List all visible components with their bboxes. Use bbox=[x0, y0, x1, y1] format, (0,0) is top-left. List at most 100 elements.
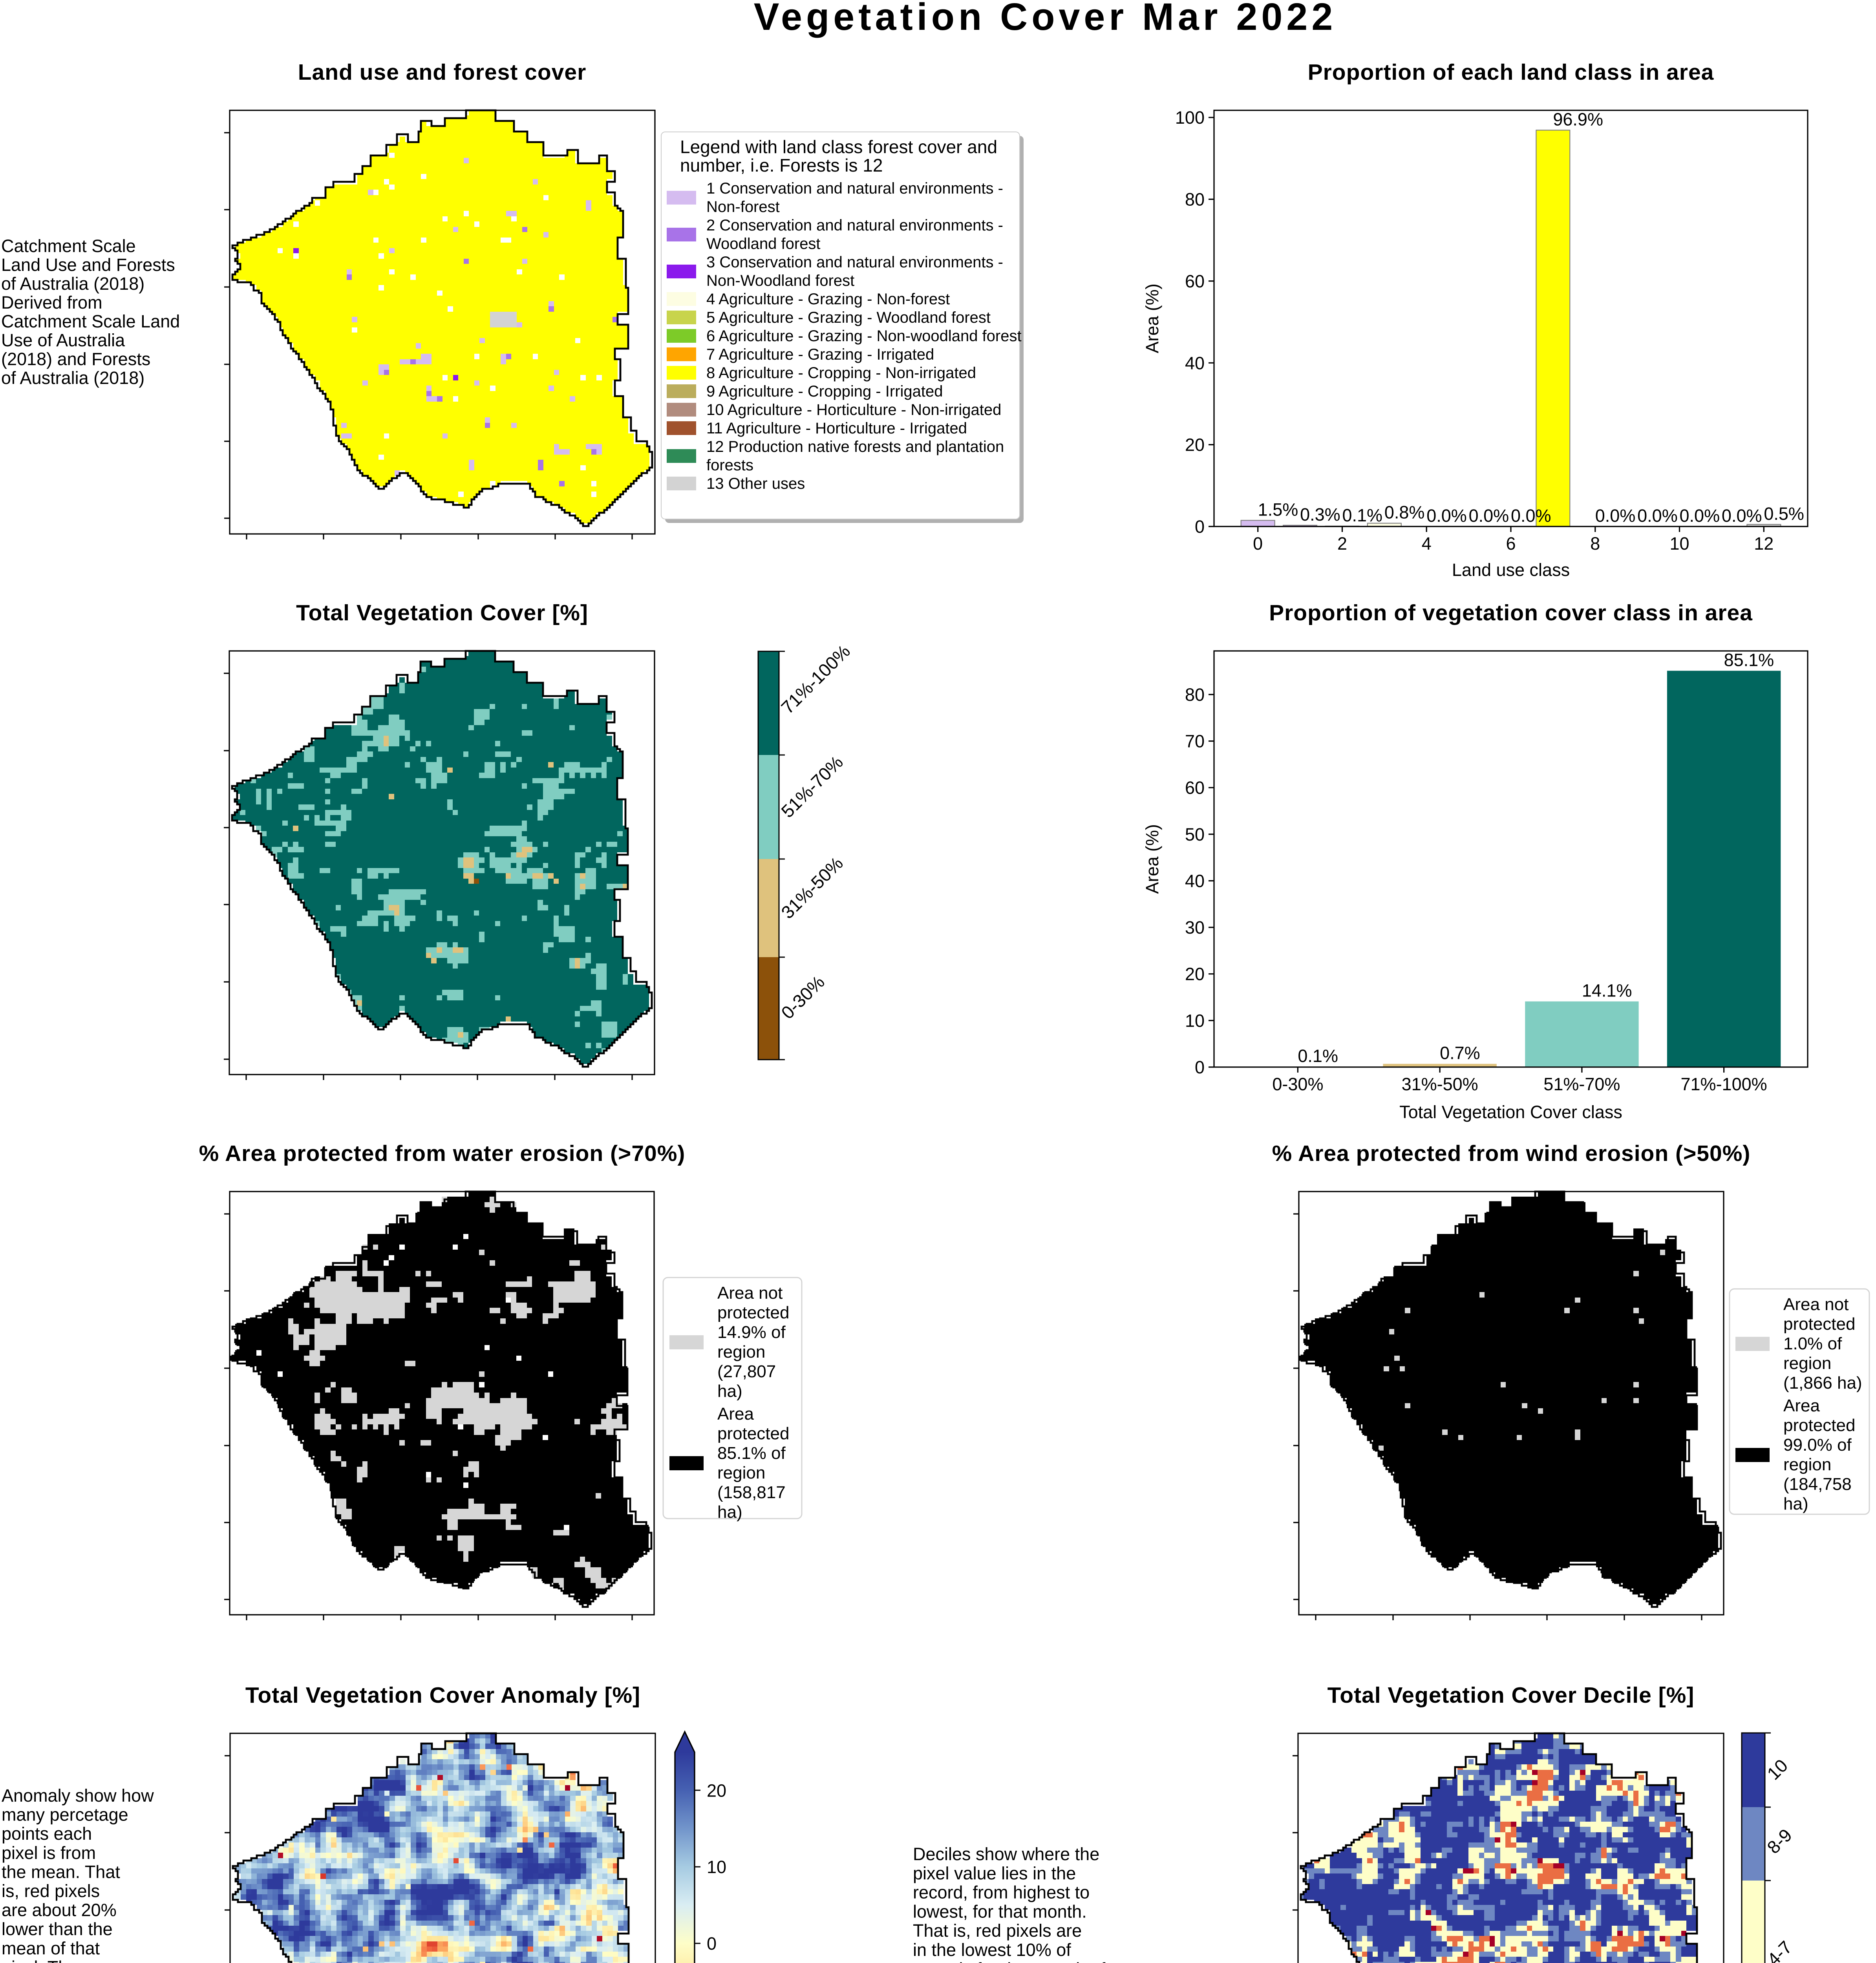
svg-text:70: 70 bbox=[1185, 731, 1205, 751]
svg-text:2: 2 bbox=[1337, 534, 1347, 554]
svg-text:Land Use and Forests: Land Use and Forests bbox=[1, 255, 175, 275]
svg-text:(1,866 ha): (1,866 ha) bbox=[1783, 1373, 1862, 1393]
svg-text:0.7%: 0.7% bbox=[1440, 1043, 1480, 1063]
svg-text:7 Agriculture - Grazing - Irri: 7 Agriculture - Grazing - Irrigated bbox=[706, 346, 934, 363]
svg-text:many percetage: many percetage bbox=[2, 1805, 128, 1825]
svg-text:0.0%: 0.0% bbox=[1469, 506, 1509, 526]
svg-text:number, i.e. Forests is 12: number, i.e. Forests is 12 bbox=[680, 155, 883, 175]
svg-text:0.5%: 0.5% bbox=[1764, 504, 1804, 524]
svg-text:pixel is from: pixel is from bbox=[2, 1843, 96, 1863]
svg-text:0.0%: 0.0% bbox=[1722, 506, 1762, 526]
svg-text:71%-100%: 71%-100% bbox=[1681, 1074, 1767, 1094]
svg-text:1.0% of: 1.0% of bbox=[1783, 1334, 1842, 1353]
svg-text:region: region bbox=[1783, 1455, 1831, 1474]
svg-text:Area (%): Area (%) bbox=[1142, 824, 1162, 894]
svg-text:5 Agriculture - Grazing - Wood: 5 Agriculture - Grazing - Woodland fores… bbox=[706, 309, 991, 326]
svg-text:99.0% of: 99.0% of bbox=[1783, 1435, 1852, 1455]
svg-text:20: 20 bbox=[1185, 964, 1205, 984]
svg-text:11 Agriculture - Horticulture: 11 Agriculture - Horticulture - Irrigate… bbox=[706, 420, 967, 437]
svg-text:10: 10 bbox=[707, 1857, 726, 1877]
svg-text:protected: protected bbox=[1783, 1416, 1855, 1435]
svg-text:0: 0 bbox=[1195, 1057, 1205, 1077]
svg-text:10: 10 bbox=[1185, 1011, 1205, 1031]
svg-text:Deciles show where the: Deciles show where the bbox=[913, 1844, 1099, 1864]
svg-text:Anomaly show how: Anomaly show how bbox=[2, 1786, 154, 1806]
svg-text:0.0%: 0.0% bbox=[1680, 506, 1720, 526]
svg-text:Derived from: Derived from bbox=[1, 292, 102, 313]
svg-text:8: 8 bbox=[1590, 534, 1600, 554]
svg-text:Land use and forest cover: Land use and forest cover bbox=[298, 60, 587, 85]
svg-text:96.9%: 96.9% bbox=[1553, 109, 1603, 129]
svg-text:lower than the: lower than the bbox=[2, 1919, 113, 1939]
svg-text:points each: points each bbox=[2, 1824, 92, 1844]
svg-text:mean of that: mean of that bbox=[2, 1938, 100, 1958]
svg-text:14.1%: 14.1% bbox=[1582, 981, 1632, 1001]
svg-text:0.0%: 0.0% bbox=[1595, 506, 1636, 526]
svg-text:0: 0 bbox=[1253, 534, 1263, 554]
svg-text:40: 40 bbox=[1185, 353, 1205, 373]
svg-text:0-30%: 0-30% bbox=[1272, 1074, 1323, 1094]
svg-text:in the lowest 10% of: in the lowest 10% of bbox=[913, 1940, 1071, 1960]
svg-text:Land use class: Land use class bbox=[1452, 560, 1570, 580]
svg-text:Catchment Scale: Catchment Scale bbox=[1, 236, 136, 256]
svg-text:pixel value lies in the: pixel value lies in the bbox=[913, 1863, 1076, 1883]
svg-text:lowest, for that month.: lowest, for that month. bbox=[913, 1901, 1087, 1921]
svg-text:Area: Area bbox=[1783, 1396, 1820, 1415]
svg-text:20: 20 bbox=[1185, 435, 1205, 455]
svg-text:Woodland forest: Woodland forest bbox=[706, 235, 821, 252]
svg-text:Legend with land class forest: Legend with land class forest cover and bbox=[680, 137, 997, 157]
svg-text:% Area protected from water er: % Area protected from water erosion (>70… bbox=[199, 1141, 686, 1166]
svg-text:Area (%): Area (%) bbox=[1142, 283, 1162, 353]
svg-text:6: 6 bbox=[1506, 534, 1516, 554]
svg-text:10 Agriculture - Horticulture: 10 Agriculture - Horticulture - Non-irri… bbox=[706, 401, 1001, 419]
svg-text:region: region bbox=[1783, 1354, 1831, 1373]
svg-text:protected: protected bbox=[1783, 1314, 1855, 1334]
svg-text:1.5%: 1.5% bbox=[1258, 499, 1298, 519]
svg-text:the mean. That: the mean. That bbox=[2, 1862, 120, 1882]
svg-text:are about 20%: are about 20% bbox=[2, 1900, 117, 1920]
svg-text:forests: forests bbox=[706, 457, 753, 474]
svg-text:Proportion of each land class: Proportion of each land class in area bbox=[1308, 60, 1714, 85]
svg-text:Non-Woodland forest: Non-Woodland forest bbox=[706, 272, 854, 289]
svg-text:record, from highest to: record, from highest to bbox=[913, 1883, 1090, 1903]
svg-text:region: region bbox=[717, 1342, 765, 1362]
svg-text:protected: protected bbox=[717, 1303, 789, 1322]
svg-text:0.1%: 0.1% bbox=[1298, 1046, 1338, 1066]
svg-text:0.0%: 0.0% bbox=[1637, 506, 1678, 526]
svg-text:(158,817: (158,817 bbox=[717, 1483, 786, 1502]
svg-text:0.0%: 0.0% bbox=[1511, 506, 1551, 526]
svg-text:30: 30 bbox=[1185, 918, 1205, 938]
svg-text:Proportion of vegetation cover: Proportion of vegetation cover class in … bbox=[1269, 600, 1753, 625]
svg-text:51%-70%: 51%-70% bbox=[1543, 1074, 1620, 1094]
svg-text:protected: protected bbox=[717, 1424, 789, 1443]
svg-text:20: 20 bbox=[707, 1780, 726, 1800]
svg-text:Catchment Scale Land: Catchment Scale Land bbox=[1, 311, 180, 331]
svg-text:0.0%: 0.0% bbox=[1426, 506, 1467, 526]
svg-text:0.8%: 0.8% bbox=[1384, 503, 1425, 523]
svg-text:50: 50 bbox=[1185, 824, 1205, 844]
svg-text:(2018) and Forests: (2018) and Forests bbox=[1, 349, 150, 369]
svg-text:pixel. The mean: pixel. The mean bbox=[2, 1957, 127, 1963]
svg-text:6 Agriculture - Grazing - Non-: 6 Agriculture - Grazing - Non-woodland f… bbox=[706, 327, 1022, 345]
svg-text:Area not: Area not bbox=[717, 1283, 783, 1303]
svg-text:of Australia (2018): of Australia (2018) bbox=[1, 274, 144, 294]
svg-text:Use of Australia: Use of Australia bbox=[1, 330, 125, 350]
svg-text:ha): ha) bbox=[1783, 1494, 1808, 1513]
svg-text:14.9% of: 14.9% of bbox=[717, 1323, 786, 1342]
svg-text:Total Vegetation Cover class: Total Vegetation Cover class bbox=[1399, 1102, 1622, 1122]
svg-text:2 Conservation and natural env: 2 Conservation and natural environments … bbox=[706, 217, 1003, 234]
svg-text:12: 12 bbox=[1754, 534, 1774, 554]
svg-text:31%-50%: 31%-50% bbox=[1402, 1074, 1478, 1094]
svg-text:100: 100 bbox=[1175, 108, 1205, 128]
svg-text:10: 10 bbox=[1670, 534, 1689, 554]
svg-text:That is, red pixels are: That is, red pixels are bbox=[913, 1921, 1082, 1941]
svg-text:0.3%: 0.3% bbox=[1300, 504, 1340, 525]
svg-text:9 Agriculture - Cropping - Irr: 9 Agriculture - Cropping - Irrigated bbox=[706, 383, 943, 400]
svg-text:4 Agriculture - Grazing - Non-: 4 Agriculture - Grazing - Non-forest bbox=[706, 291, 950, 308]
svg-text:85.1% of: 85.1% of bbox=[717, 1444, 786, 1463]
svg-text:85.1%: 85.1% bbox=[1724, 650, 1774, 670]
svg-text:0: 0 bbox=[1195, 517, 1205, 537]
svg-text:records for that month of: records for that month of bbox=[913, 1959, 1106, 1963]
svg-text:4: 4 bbox=[1422, 534, 1432, 554]
svg-text:Area: Area bbox=[717, 1404, 754, 1424]
